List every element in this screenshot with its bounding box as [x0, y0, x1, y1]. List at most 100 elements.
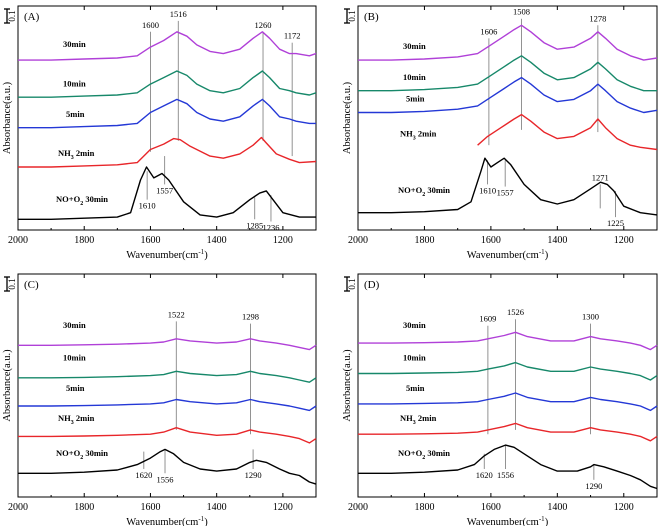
x-tick-label: 1200 — [273, 235, 293, 246]
series-label: 5min — [406, 94, 425, 104]
series-label: 30min — [63, 320, 86, 330]
scale-bar-label: 0.1 — [7, 10, 17, 21]
x-tick-label: 1200 — [614, 502, 634, 513]
peak-label-1556: 1556 — [497, 470, 514, 480]
peak-label-1620: 1620 — [135, 470, 152, 480]
series-label: 10min — [63, 78, 86, 88]
series-label: NH3 2min — [400, 413, 437, 426]
x-tick-label: 2000 — [348, 502, 368, 513]
x-tick-label: 1400 — [547, 235, 567, 246]
x-tick-label: 1600 — [140, 235, 160, 246]
peak-label-1526: 1526 — [507, 307, 524, 317]
x-tick-label: 1200 — [614, 235, 634, 246]
x-axis-title: Wavenumber(cm-1) — [126, 248, 208, 261]
peak-label-1271: 1271 — [592, 172, 609, 182]
chart-panel-b: 2000 1800 1600 1400 1200 Wavenumber(cm-1) Abso… — [342, 5, 658, 261]
peak-label-1290: 1290 — [585, 481, 602, 491]
x-tick-label: 1800 — [74, 235, 94, 246]
x-tick-label: 2000 — [348, 235, 368, 246]
peak-label-1600: 1600 — [142, 20, 159, 30]
peak-label-1298: 1298 — [242, 312, 259, 322]
x-tick-label: 1600 — [481, 235, 501, 246]
plot-frame — [17, 5, 317, 231]
x-tick-label: 1400 — [207, 235, 227, 246]
x-tick-label: 1400 — [547, 502, 567, 513]
series-line-30min — [358, 24, 658, 61]
peak-label-1236: 1236 — [262, 222, 279, 232]
series-line-nh-2min — [18, 136, 317, 168]
panel-label: (A) — [24, 11, 40, 23]
series-line-30min — [18, 31, 317, 61]
series-label: 10min — [403, 72, 426, 82]
peak-label-1620: 1620 — [476, 470, 493, 480]
series-label: 5min — [66, 109, 85, 119]
series-label: 5min — [66, 383, 85, 393]
peak-label-1285: 1285 — [246, 220, 263, 230]
x-axis-title: Wavenumber(cm-1) — [126, 515, 208, 526]
chart-panel-a: 2000 1800 1600 1400 1200 Wavenumber(cm-1) Abso… — [2, 5, 317, 261]
x-axis-title: Wavenumber(cm-1) — [467, 515, 549, 526]
peak-label-1557: 1557 — [156, 185, 173, 195]
series-line-10min — [18, 70, 317, 98]
series-label: NH3 2min — [58, 413, 95, 426]
series-line-10min — [358, 55, 657, 92]
peak-label-1610: 1610 — [479, 185, 496, 195]
series-line-no-o-30min — [358, 444, 658, 490]
y-axis-title: Absorbance(a.u.) — [342, 81, 353, 154]
series-line-nh-2min — [18, 427, 317, 444]
series-label: NH3 2min — [58, 148, 95, 161]
peak-label-1278: 1278 — [589, 13, 606, 23]
x-tick-label: 1800 — [414, 235, 434, 246]
series-line-5min — [358, 76, 658, 114]
series-label: 10min — [63, 352, 86, 362]
series-label: NO+O2 30min — [56, 448, 108, 461]
y-axis-title: Absorbance(a.u.) — [2, 349, 13, 422]
chart-panel-d: 2000 1800 1600 1400 1200 Wavenumber(cm-1) Abso… — [342, 273, 658, 526]
peak-label-1516: 1516 — [170, 9, 187, 19]
panel-label: (C) — [24, 279, 39, 291]
series-line-no-o-30min — [18, 166, 316, 220]
series-line-30min — [358, 331, 658, 351]
series-label: 30min — [403, 41, 426, 51]
series-line-5min — [18, 398, 317, 412]
plot-frame — [17, 273, 317, 498]
scale-bar-label: 0.1 — [7, 278, 17, 289]
series-label: 10min — [403, 352, 426, 362]
x-tick-label: 1800 — [414, 502, 434, 513]
peak-label-1225: 1225 — [607, 218, 624, 228]
series-label: 30min — [403, 320, 426, 330]
series-label: 30min — [63, 39, 86, 49]
x-tick-label: 1600 — [481, 502, 501, 513]
peak-label-1606: 1606 — [480, 26, 497, 36]
series-label: NO+O2 30min — [56, 194, 108, 207]
plot-frame — [357, 5, 658, 231]
series-line-5min — [18, 98, 316, 129]
x-tick-label: 2000 — [8, 502, 28, 513]
peak-label-1300: 1300 — [582, 312, 599, 322]
x-tick-label: 2000 — [8, 235, 28, 246]
plot-frame — [357, 273, 658, 498]
y-axis-title: Absorbance(a.u.) — [2, 81, 13, 154]
x-tick-label: 1400 — [207, 502, 227, 513]
x-tick-label: 1200 — [273, 502, 293, 513]
series-label: NO+O2 30min — [398, 448, 450, 461]
chart-panel-c: 2000 1800 1600 1400 1200 Wavenumber(cm-1) Abso… — [2, 273, 317, 526]
scale-bar-label: 0.1 — [347, 10, 357, 21]
peak-label-1508: 1508 — [513, 7, 530, 17]
series-line-10min — [18, 370, 317, 383]
x-axis-title: Wavenumber(cm-1) — [467, 248, 549, 261]
peak-label-1522: 1522 — [168, 309, 185, 319]
x-tick-label: 1600 — [140, 502, 160, 513]
series-line-30min — [18, 338, 317, 351]
y-axis-title: Absorbance(a.u.) — [342, 349, 353, 422]
series-label: NH3 2min — [400, 128, 437, 141]
series-line-10min — [358, 361, 658, 381]
series-line-no-o-30min — [358, 157, 658, 216]
series-line-nh-2min — [477, 113, 658, 151]
series-line-5min — [358, 392, 658, 412]
series-line-no-o-30min — [18, 448, 317, 485]
panel-label: (D) — [364, 279, 380, 291]
peak-label-1610: 1610 — [139, 201, 156, 211]
peak-label-1172: 1172 — [284, 31, 301, 41]
scale-bar-label: 0.1 — [347, 278, 357, 289]
